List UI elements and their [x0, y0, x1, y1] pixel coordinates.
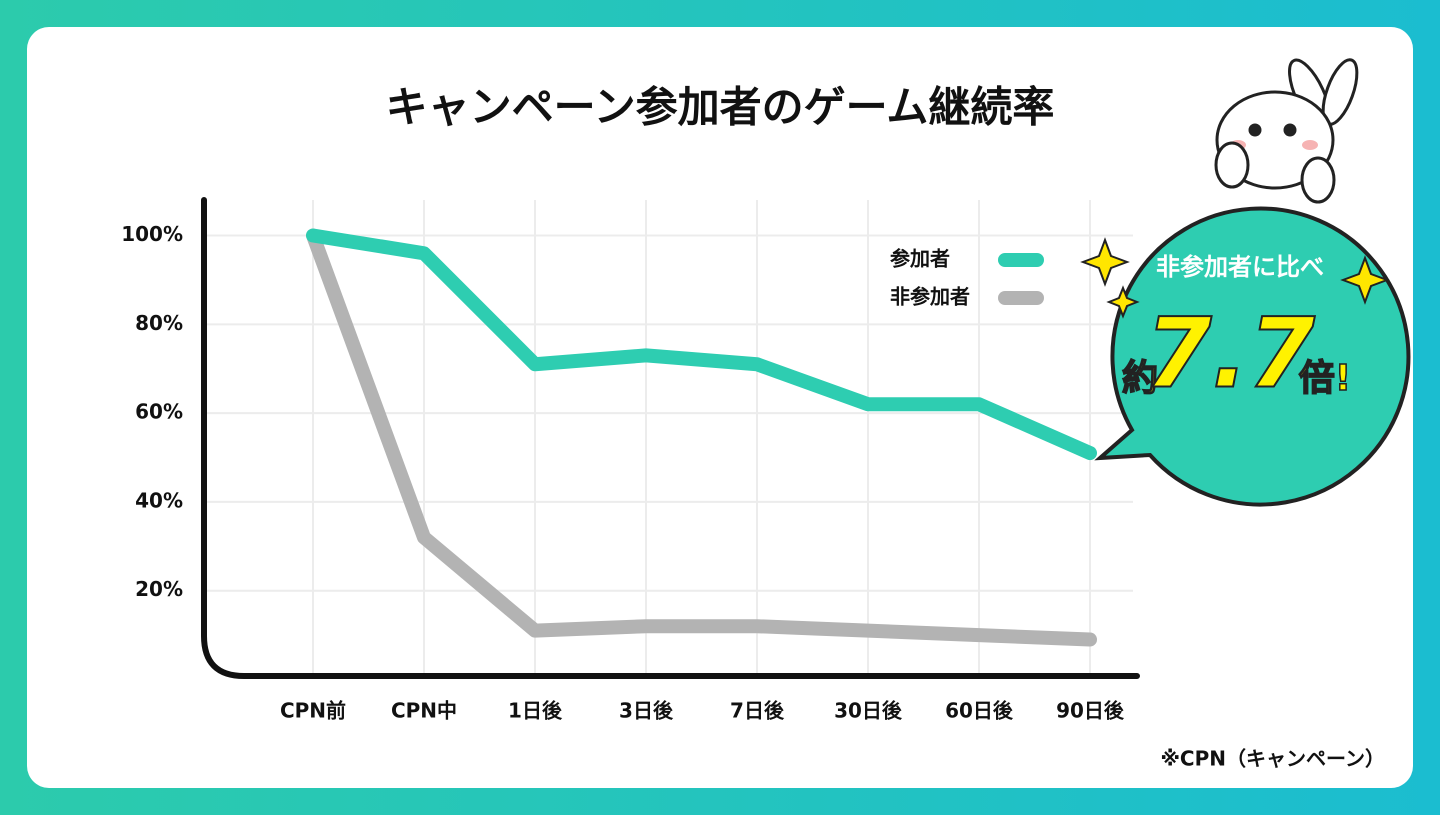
sparkles	[1080, 237, 1390, 319]
mascot	[1214, 58, 1359, 204]
y-tick-label: 80%	[135, 311, 183, 335]
x-tick-label: 30日後	[834, 699, 903, 723]
callout-prefix: 約	[1122, 358, 1158, 399]
y-tick-label: 40%	[135, 488, 183, 512]
legend-label: 参加者	[890, 247, 950, 271]
series-line	[306, 228, 1097, 647]
legend-label: 非参加者	[890, 285, 970, 309]
y-tick-label: 20%	[135, 577, 183, 601]
y-tick-label: 100%	[121, 222, 183, 246]
axes	[201, 197, 1140, 679]
x-tick-label: CPN中	[391, 699, 457, 723]
card	[27, 27, 1413, 788]
x-tick-label: 3日後	[619, 699, 674, 723]
chart-title: キャンペーン参加者のゲーム継続率	[386, 83, 1055, 132]
grid	[204, 200, 1133, 676]
x-tick-label: 60日後	[945, 699, 1014, 723]
x-tick-label: 7日後	[730, 699, 785, 723]
series-line	[306, 228, 1097, 461]
x-tick-label: 90日後	[1056, 699, 1125, 723]
lines	[306, 228, 1097, 647]
callout-top: 非参加者に比べ	[1156, 253, 1324, 281]
y-tick-label: 60%	[135, 400, 183, 424]
callout-number: 7.7	[1145, 297, 1315, 409]
callout-suffix: 倍!	[1299, 358, 1351, 399]
footnote: ※CPN（キャンペーン）	[1160, 747, 1385, 771]
x-tick-label: CPN前	[280, 699, 346, 723]
x-tick-label: 1日後	[508, 699, 563, 723]
